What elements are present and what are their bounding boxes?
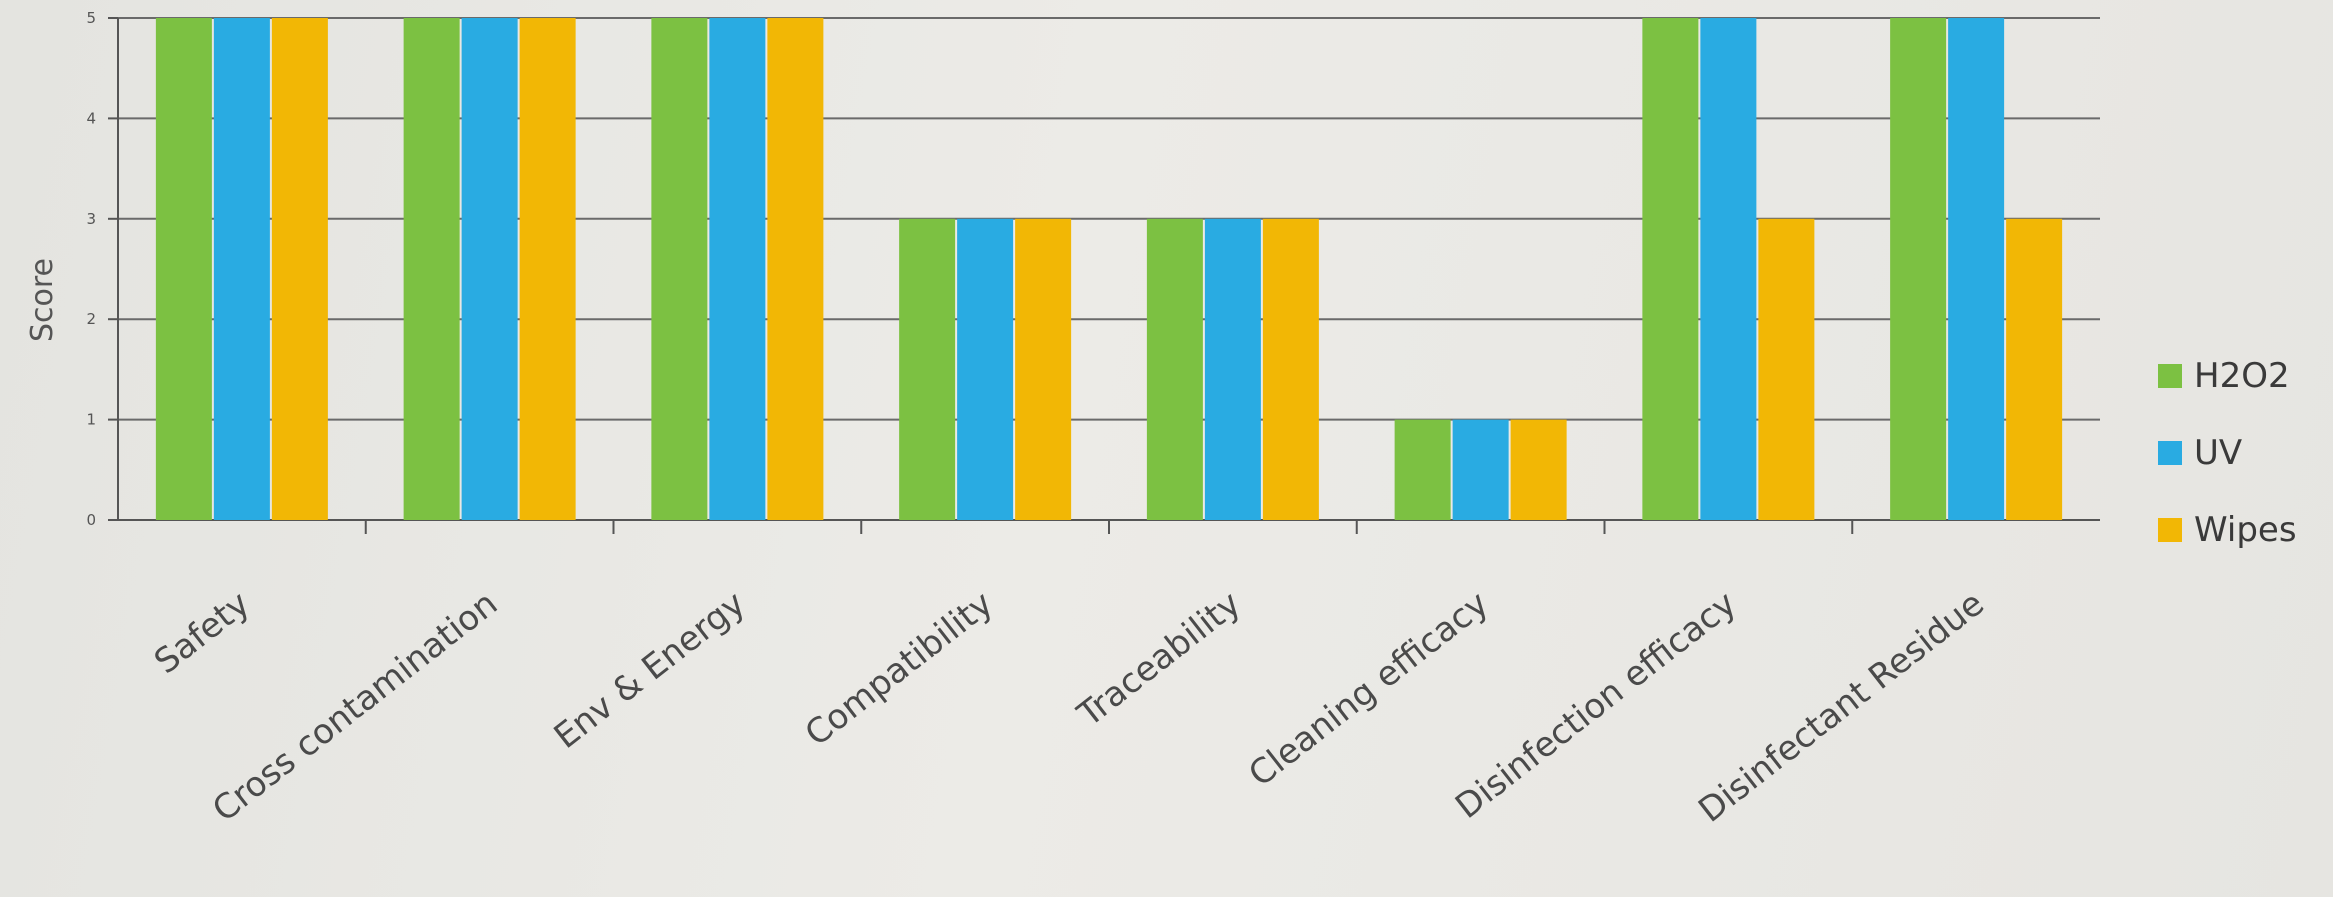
bar-wipes <box>1758 218 1815 521</box>
x-category-label: Safety <box>147 584 257 682</box>
bar-wipes <box>767 18 824 520</box>
bar-wipes <box>2006 218 2063 521</box>
legend-label-wipes: Wipes <box>2194 510 2297 550</box>
x-category-label: Traceability <box>1070 584 1249 736</box>
legend-swatch-h2o2 <box>2158 364 2182 388</box>
y-tick-label: 5 <box>86 9 96 27</box>
bar-h2o2 <box>1394 419 1451 520</box>
legend-label-h2o2: H2O2 <box>2194 356 2290 396</box>
y-axis-title: Score <box>25 258 60 342</box>
bar-wipes <box>271 18 328 520</box>
legend-label-uv: UV <box>2194 433 2242 473</box>
bar-uv <box>709 18 766 520</box>
bar-wipes <box>519 18 576 520</box>
x-category-label: Env & Energy <box>547 584 753 757</box>
bar-h2o2 <box>899 218 956 521</box>
bar-h2o2 <box>1642 18 1699 520</box>
x-category-label: Disinfection efficacy <box>1448 584 1744 827</box>
bar-h2o2 <box>1890 18 1947 520</box>
y-tick-labels: 0 1 2 3 4 5 <box>86 9 96 529</box>
y-tick-label: 3 <box>86 210 96 228</box>
bar-uv <box>957 218 1014 521</box>
x-category-label: Cleaning efficacy <box>1241 584 1496 795</box>
bar-h2o2 <box>155 18 212 520</box>
bar-uv <box>1452 419 1509 520</box>
bar-h2o2 <box>1146 218 1203 521</box>
bar-wipes <box>1015 218 1072 521</box>
bar-wipes <box>1262 218 1319 521</box>
bar-h2o2 <box>403 18 460 520</box>
bar-wipes <box>1510 419 1567 520</box>
x-category-label: Compatibility <box>798 584 1001 755</box>
legend: H2O2 UV Wipes <box>2158 356 2297 550</box>
bar-uv <box>213 18 270 520</box>
y-tick-label: 4 <box>86 109 96 127</box>
bar-uv <box>1700 18 1757 520</box>
legend-swatch-wipes <box>2158 518 2182 542</box>
bar-h2o2 <box>651 18 708 520</box>
legend-swatch-uv <box>2158 441 2182 465</box>
y-tick-label: 1 <box>86 411 96 429</box>
bar-uv <box>1948 18 2005 520</box>
bar-uv <box>461 18 518 520</box>
bar-uv <box>1204 218 1261 521</box>
y-tick-label: 0 <box>86 511 96 529</box>
bars <box>155 18 2063 521</box>
y-tick-label: 2 <box>86 310 96 328</box>
